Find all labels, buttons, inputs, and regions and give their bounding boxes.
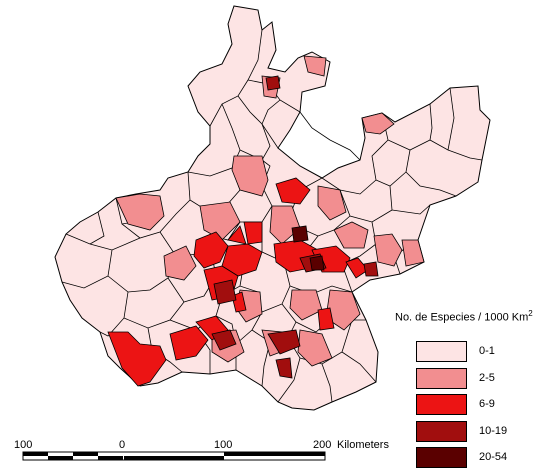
scale-tick-label: 0 <box>119 439 126 451</box>
legend-label-2-5: 2-5 <box>479 372 495 384</box>
legend-label-6-9: 6-9 <box>479 398 495 410</box>
legend-swatch-10-19 <box>416 421 467 442</box>
scale-tick-label: 100 <box>14 439 33 451</box>
legend-title-text: No. de Especies / 1000 Km <box>395 311 529 324</box>
legend-label-0-1: 0-1 <box>479 345 495 357</box>
scale-bar <box>22 451 326 461</box>
class-20-54-areas <box>291 225 325 271</box>
legend-label-20-54: 20-54 <box>479 451 508 463</box>
legend-label-10-19: 10-19 <box>479 425 508 437</box>
legend-title-superscript: 2 <box>528 309 533 318</box>
scale-tick-label: 200 <box>313 439 332 451</box>
scale-units-label: Kilometers <box>337 439 389 451</box>
legend-swatch-6-9 <box>416 394 467 415</box>
legend-swatch-0-1 <box>416 341 467 362</box>
legend-swatch-2-5 <box>416 368 467 389</box>
class-10-19-areas <box>211 75 379 379</box>
legend-title: No. de Especies / 1000 Km2 <box>395 309 533 324</box>
legend-swatch-20-54 <box>416 447 467 468</box>
scale-tick-label: 100 <box>214 439 233 451</box>
